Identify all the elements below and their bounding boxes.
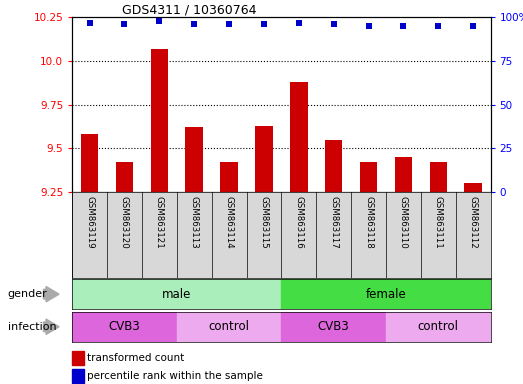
- Text: female: female: [366, 288, 406, 301]
- Bar: [177, 312, 281, 342]
- Text: GSM863114: GSM863114: [224, 196, 234, 249]
- Bar: [395, 157, 412, 192]
- Text: GSM863112: GSM863112: [469, 196, 477, 249]
- Point: [469, 23, 477, 29]
- Text: GSM863116: GSM863116: [294, 196, 303, 249]
- Text: control: control: [418, 320, 459, 333]
- Bar: [255, 126, 272, 192]
- Bar: [290, 82, 308, 192]
- Bar: [464, 183, 482, 192]
- Text: GSM863110: GSM863110: [399, 196, 408, 249]
- Point: [190, 21, 198, 27]
- Text: GSM863113: GSM863113: [190, 196, 199, 249]
- Bar: [281, 312, 386, 342]
- Bar: [360, 162, 377, 192]
- Bar: [151, 49, 168, 192]
- Text: CVB3: CVB3: [318, 320, 349, 333]
- Text: percentile rank within the sample: percentile rank within the sample: [87, 371, 263, 381]
- Bar: [220, 162, 238, 192]
- Point: [85, 20, 94, 26]
- Bar: [72, 279, 281, 309]
- Text: GSM863111: GSM863111: [434, 196, 443, 249]
- Point: [225, 21, 233, 27]
- Bar: [386, 312, 491, 342]
- Bar: [325, 139, 343, 192]
- Point: [399, 23, 407, 29]
- Bar: [429, 162, 447, 192]
- Text: GDS4311 / 10360764: GDS4311 / 10360764: [122, 3, 257, 16]
- Point: [155, 18, 164, 24]
- Text: GSM863115: GSM863115: [259, 196, 268, 249]
- Point: [365, 23, 373, 29]
- Point: [434, 23, 442, 29]
- Bar: [72, 312, 177, 342]
- Text: infection: infection: [8, 322, 56, 332]
- Text: GSM863120: GSM863120: [120, 196, 129, 249]
- Point: [294, 20, 303, 26]
- Point: [120, 21, 129, 27]
- Bar: [81, 134, 98, 192]
- Text: GSM863119: GSM863119: [85, 196, 94, 249]
- Point: [329, 21, 338, 27]
- Text: CVB3: CVB3: [109, 320, 140, 333]
- Point: [260, 21, 268, 27]
- Text: gender: gender: [8, 289, 48, 299]
- Bar: [116, 162, 133, 192]
- Text: control: control: [209, 320, 249, 333]
- Text: GSM863121: GSM863121: [155, 196, 164, 249]
- Bar: [186, 127, 203, 192]
- Text: GSM863117: GSM863117: [329, 196, 338, 249]
- Text: transformed count: transformed count: [87, 353, 184, 363]
- Bar: [281, 279, 491, 309]
- Text: male: male: [162, 288, 191, 301]
- Text: GSM863118: GSM863118: [364, 196, 373, 249]
